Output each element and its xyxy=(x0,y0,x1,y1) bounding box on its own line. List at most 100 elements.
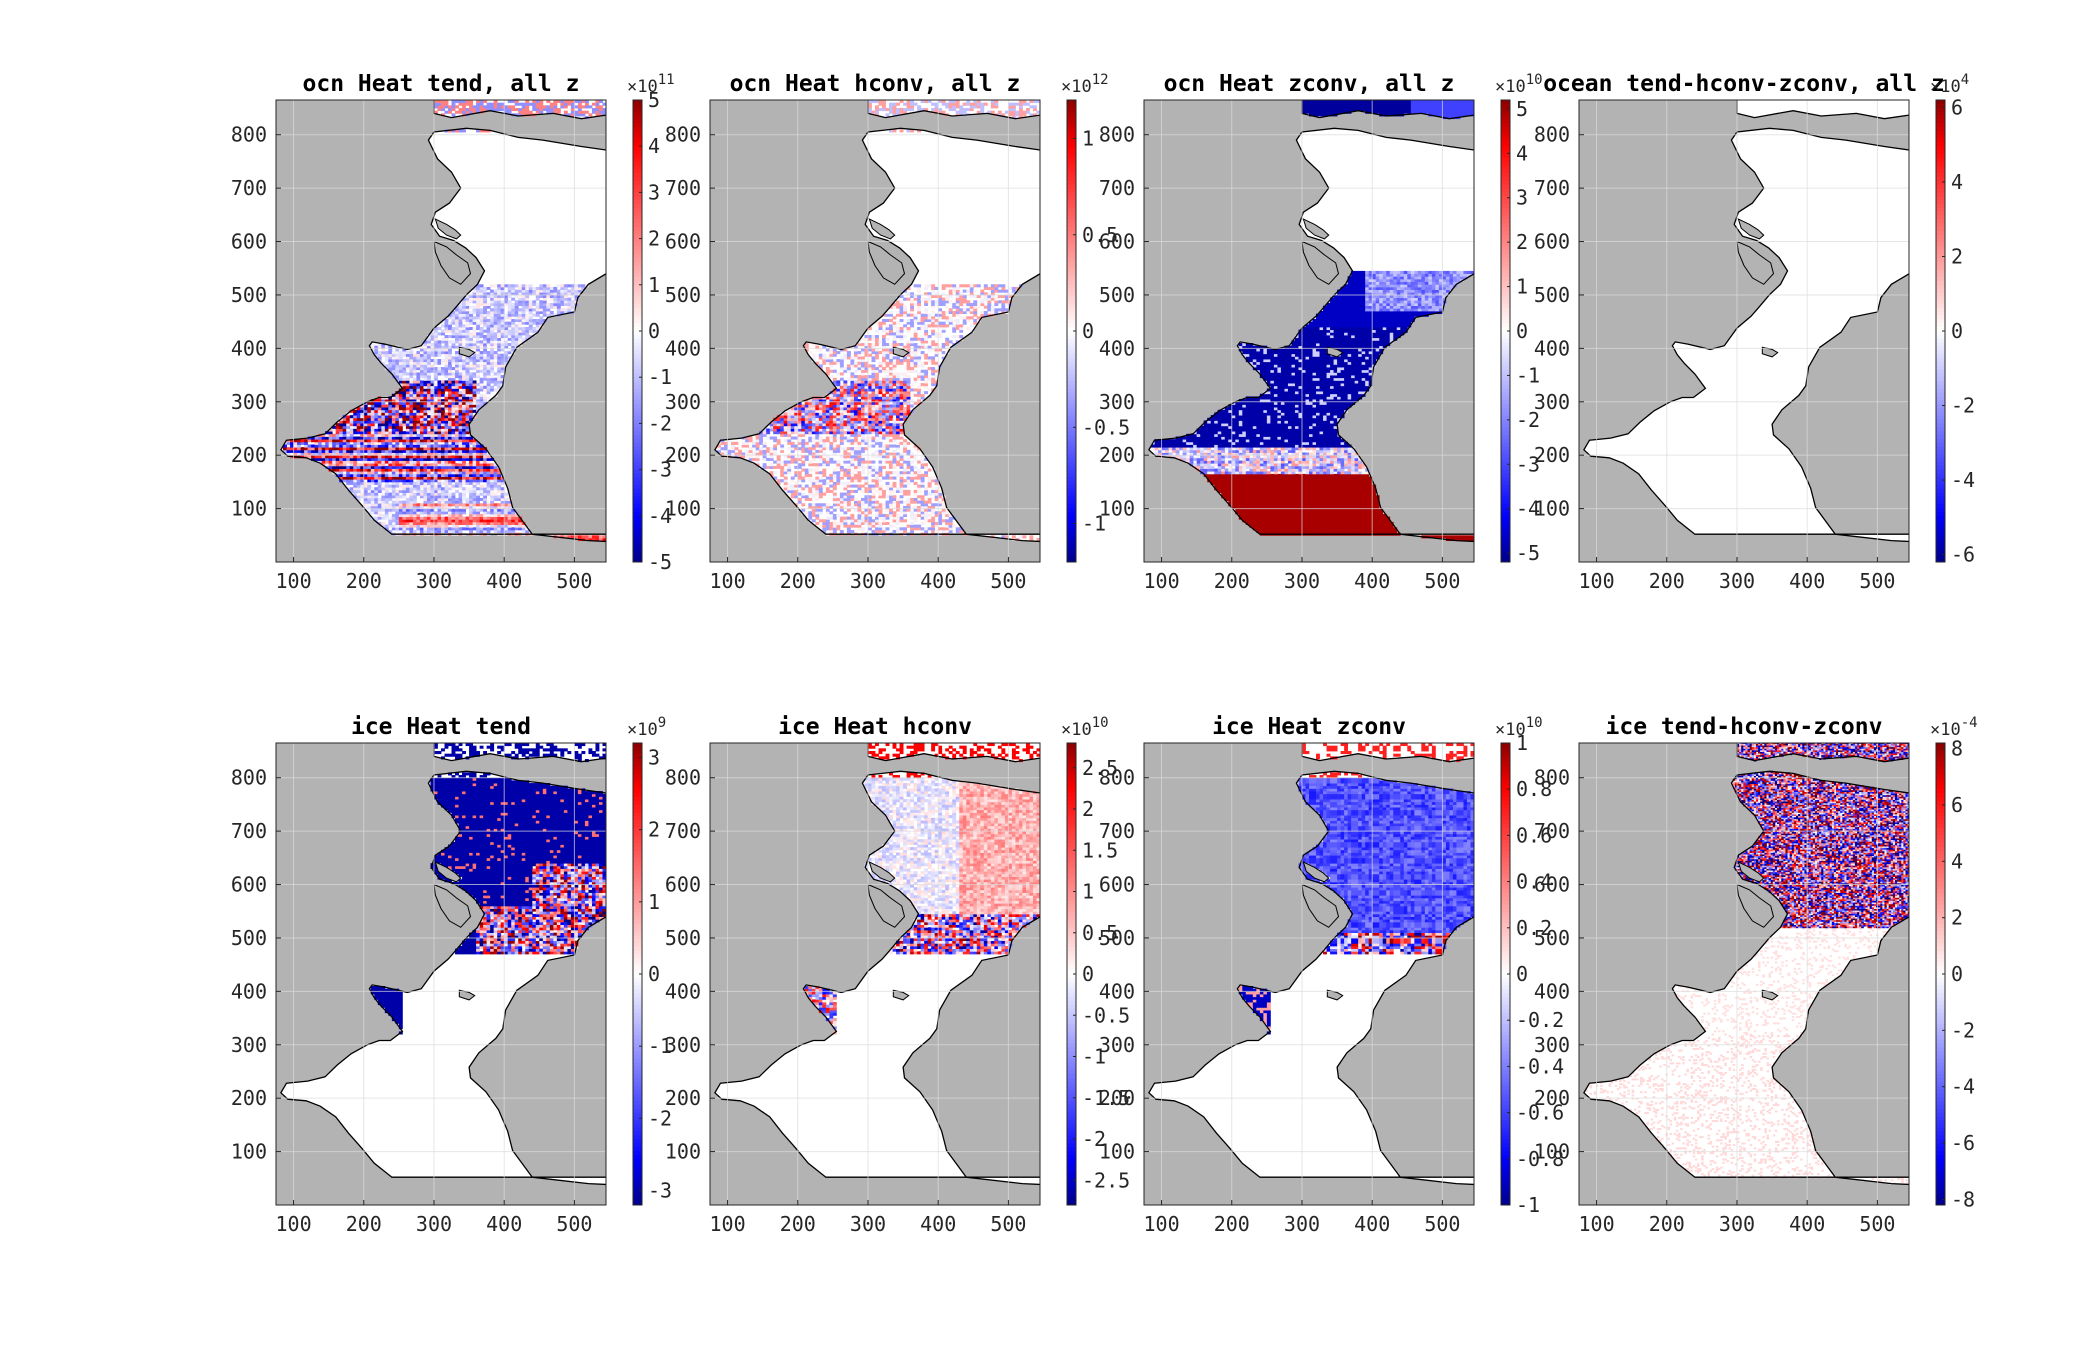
heatmap-cell xyxy=(416,455,421,459)
heatmap-cell xyxy=(507,497,512,501)
heatmap-cell xyxy=(356,423,361,427)
heatmap-cell xyxy=(783,439,788,443)
heatmap-cell xyxy=(486,340,491,344)
heatmap-cell xyxy=(384,452,389,456)
heatmap-cell xyxy=(412,516,417,520)
heatmap-cell xyxy=(762,452,767,456)
colorbar-segment xyxy=(633,408,642,413)
heatmap-cell xyxy=(504,511,509,515)
heatmap-cell xyxy=(363,409,368,413)
heatmap-cell xyxy=(451,359,456,363)
heatmap-cell xyxy=(384,455,389,459)
heatmap-cell xyxy=(504,500,509,504)
heatmap-cell xyxy=(465,396,470,400)
heatmap-cell xyxy=(518,527,523,531)
heatmap-cell xyxy=(455,105,459,109)
heatmap-cell xyxy=(458,471,463,475)
heatmap-cell xyxy=(398,369,403,373)
heatmap-cell xyxy=(370,495,375,499)
heatmap-cell xyxy=(349,463,354,467)
colorbar-segment xyxy=(633,126,642,132)
colorbar-segment xyxy=(633,404,642,409)
heatmap-cell xyxy=(832,433,837,437)
heatmap-cell xyxy=(797,497,802,501)
heatmap-cell xyxy=(426,348,431,352)
heatmap-cell xyxy=(433,385,438,389)
heatmap-cell xyxy=(398,460,403,464)
heatmap-cell xyxy=(493,516,498,520)
heatmap-cell xyxy=(815,479,820,483)
heatmap-cell xyxy=(829,484,834,488)
heatmap-cell xyxy=(811,425,816,429)
heatmap-cell xyxy=(356,484,361,488)
heatmap-cell xyxy=(339,423,344,427)
heatmap-cell xyxy=(402,404,407,408)
heatmap-cell xyxy=(483,508,488,512)
heatmap-cell xyxy=(570,300,575,304)
heatmap-cell xyxy=(412,457,417,461)
heatmap-cell xyxy=(867,423,872,427)
heatmap-cell xyxy=(906,503,911,507)
heatmap-cell xyxy=(346,444,351,448)
heatmap-cell xyxy=(864,436,869,440)
heatmap-cell xyxy=(437,383,442,387)
heatmap-cell xyxy=(815,425,820,429)
heatmap-cell xyxy=(416,428,421,432)
heatmap-cell xyxy=(581,284,586,288)
heatmap-cell xyxy=(885,487,890,491)
heatmap-cell xyxy=(426,361,431,365)
heatmap-cell xyxy=(479,497,484,501)
heatmap-cell xyxy=(455,463,459,467)
heatmap-cell xyxy=(423,425,428,429)
heatmap-cell xyxy=(500,108,505,112)
heatmap-cell xyxy=(462,447,466,451)
heatmap-cell xyxy=(556,110,561,114)
heatmap-cell xyxy=(433,521,438,526)
heatmap-cell xyxy=(455,380,459,384)
heatmap-cell xyxy=(483,495,488,499)
heatmap-cell xyxy=(500,305,505,309)
heatmap-cell xyxy=(458,404,463,408)
heatmap-cell xyxy=(360,471,365,475)
heatmap-cell xyxy=(493,102,498,106)
heatmap-cell xyxy=(377,479,382,483)
heatmap-cell xyxy=(497,369,502,373)
heatmap-cell xyxy=(867,444,872,448)
heatmap-cell xyxy=(363,447,368,451)
heatmap-cell xyxy=(490,375,495,379)
x-tick-label: 400 xyxy=(486,569,522,593)
heatmap-cell xyxy=(451,428,456,432)
heatmap-cell xyxy=(455,521,459,526)
heatmap-cell xyxy=(412,508,417,512)
heatmap-cell xyxy=(521,292,526,296)
heatmap-cell xyxy=(539,292,544,296)
heatmap-cell xyxy=(811,431,816,435)
heatmap-cell xyxy=(412,361,417,365)
heatmap-cell xyxy=(483,292,488,296)
heatmap-cell xyxy=(497,511,502,515)
heatmap-cell xyxy=(535,108,540,112)
heatmap-cell xyxy=(920,505,925,509)
heatmap-cell xyxy=(458,407,463,411)
heatmap-cell xyxy=(857,479,862,483)
heatmap-cell xyxy=(927,500,932,504)
heatmap-cell xyxy=(476,471,481,475)
heatmap-cell xyxy=(398,468,403,472)
heatmap-cell xyxy=(451,343,456,347)
heatmap-cell xyxy=(412,412,417,416)
heatmap-cell xyxy=(451,436,456,440)
heatmap-cell xyxy=(381,449,386,453)
heatmap-cell xyxy=(525,294,530,299)
heatmap-cell xyxy=(882,455,886,459)
heatmap-cell xyxy=(864,489,869,493)
heatmap-cell xyxy=(892,511,897,515)
heatmap-cell xyxy=(462,511,466,515)
heatmap-cell xyxy=(458,479,463,483)
heatmap-cell xyxy=(451,479,456,483)
heatmap-cell xyxy=(349,428,354,432)
heatmap-cell xyxy=(462,460,466,464)
heatmap-cell xyxy=(374,431,379,435)
heatmap-cell xyxy=(469,449,473,453)
heatmap-cell xyxy=(448,500,452,504)
heatmap-cell xyxy=(377,428,382,432)
